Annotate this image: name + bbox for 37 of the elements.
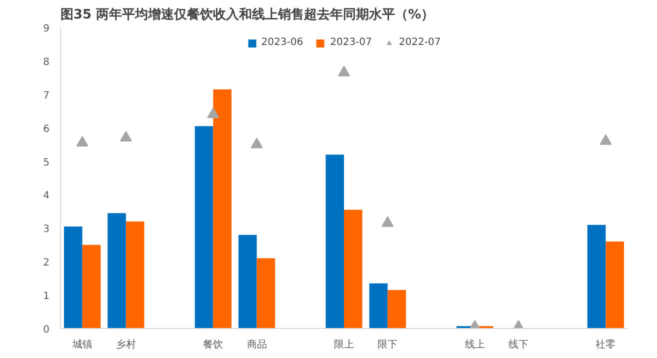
y-tick-label: 5 bbox=[43, 157, 50, 168]
bar bbox=[606, 242, 624, 328]
bar bbox=[64, 226, 82, 328]
bar bbox=[213, 89, 232, 328]
y-tick-label: 9 bbox=[43, 24, 50, 34]
bar bbox=[326, 154, 344, 328]
x-tick-label: 限下 bbox=[378, 340, 398, 350]
bar bbox=[108, 213, 126, 328]
x-tick-label: 餐饮 bbox=[203, 338, 224, 350]
bar bbox=[194, 126, 214, 328]
x-tick-label: 社零 bbox=[596, 338, 616, 350]
legend-label: 2023-07 bbox=[330, 37, 372, 48]
legend-label: 2022-07 bbox=[398, 37, 441, 48]
bar bbox=[256, 258, 276, 328]
x-tick-label: 城镇 bbox=[71, 338, 92, 350]
bar bbox=[388, 290, 406, 328]
chart-title: 图35 两年平均增速仅餐饮收入和线上销售超去年同期水平（%） bbox=[60, 6, 434, 22]
y-tick-label: 8 bbox=[43, 56, 50, 68]
bar bbox=[126, 221, 144, 328]
y-tick-label: 0 bbox=[43, 324, 50, 336]
bar bbox=[82, 244, 101, 328]
x-tick-label: 限上 bbox=[334, 338, 354, 350]
legend-label: 2023-06 bbox=[261, 37, 304, 48]
x-tick-label: 线上 bbox=[464, 338, 485, 350]
bar bbox=[344, 210, 362, 328]
y-tick-label: 1 bbox=[43, 291, 50, 302]
bar bbox=[587, 224, 606, 328]
x-tick-label: 线下 bbox=[508, 338, 528, 350]
y-tick-label: 3 bbox=[43, 224, 50, 236]
y-tick-label: 7 bbox=[43, 90, 50, 102]
y-tick-label: 4 bbox=[43, 190, 50, 202]
y-tick-label: 6 bbox=[43, 124, 50, 135]
bar bbox=[238, 234, 257, 328]
y-tick-label: 2 bbox=[43, 258, 50, 269]
x-tick-label: 商品 bbox=[246, 338, 267, 350]
bar bbox=[369, 283, 388, 328]
x-tick-label: 乡村 bbox=[116, 338, 136, 350]
